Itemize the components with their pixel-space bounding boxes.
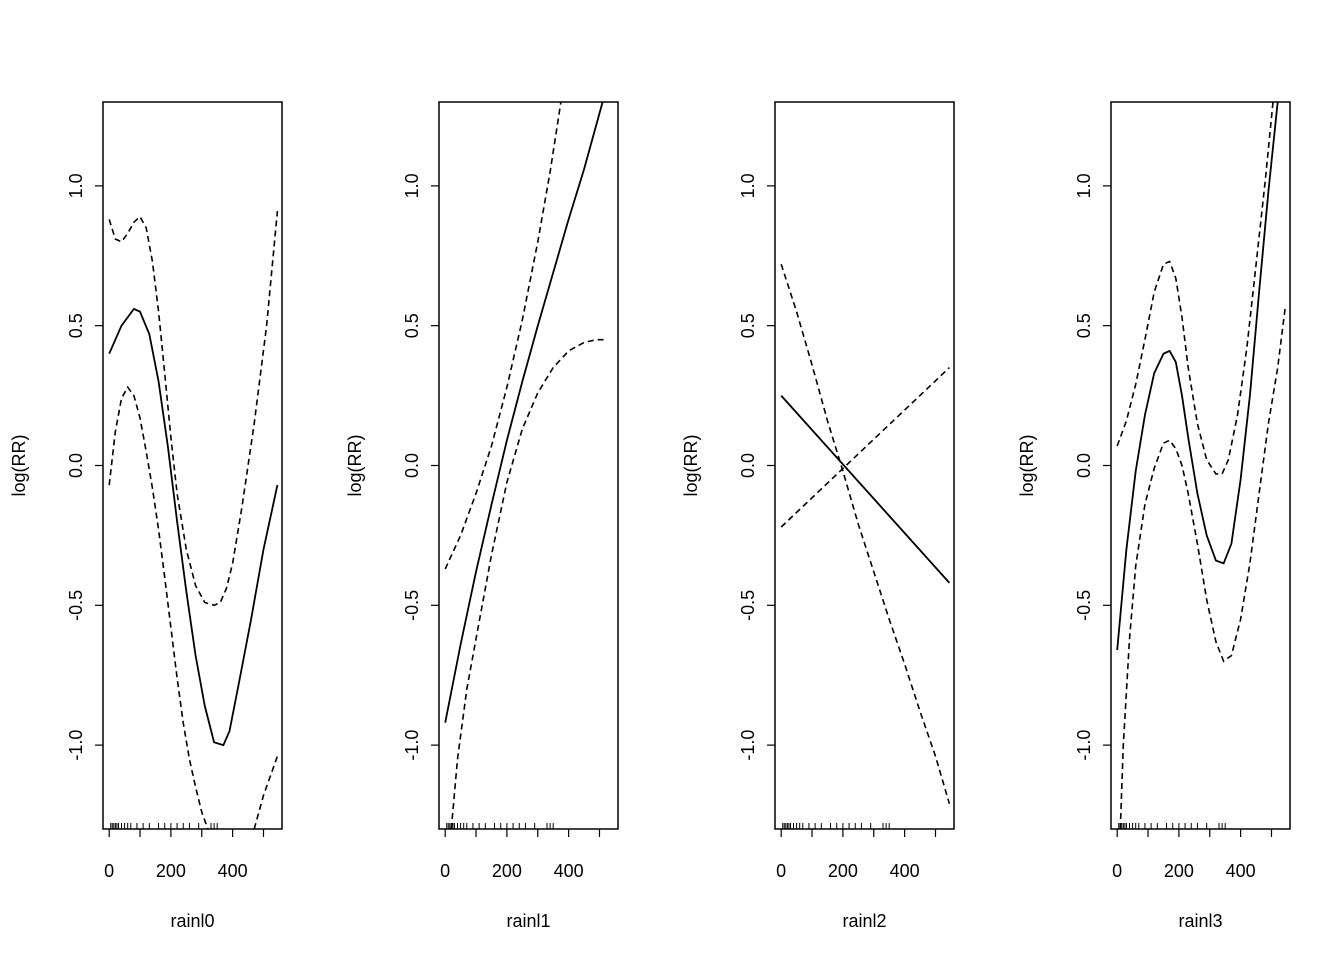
y-tick-label: -1.0 bbox=[738, 730, 758, 761]
x-tick-label: 0 bbox=[1112, 861, 1122, 881]
chart-panel-0: 0 200 400 -1.0 -0.5 0.0 0.5 1.0 rainl0 log(RR) bbox=[9, 101, 283, 931]
y-tick-label: 0.0 bbox=[1074, 453, 1094, 478]
x-tick-label: 400 bbox=[554, 861, 584, 881]
y-axis-label: log(RR) bbox=[9, 434, 29, 496]
y-tick-label: -0.5 bbox=[66, 590, 86, 621]
y-tick-label: 0.0 bbox=[738, 453, 758, 478]
y-axis-label: log(RR) bbox=[681, 434, 701, 496]
estimate-line bbox=[444, 102, 604, 723]
confidence-band-line bbox=[444, 102, 562, 570]
x-axis-label: rainl0 bbox=[170, 911, 214, 931]
y-tick-label: 0.5 bbox=[66, 313, 86, 338]
confidence-band-line bbox=[450, 338, 606, 829]
y-tick-label: 0.5 bbox=[1074, 313, 1094, 338]
estimate-line bbox=[1116, 102, 1279, 651]
y-tick-label: 0.0 bbox=[402, 453, 422, 478]
chart-panel-2: 0 200 400 -1.0 -0.5 0.0 0.5 1.0 rainl2 log(RR) bbox=[681, 101, 955, 931]
chart-panel-3: 0 200 400 -1.0 -0.5 0.0 0.5 1.0 rainl3 log(RR) bbox=[1017, 101, 1291, 931]
x-tick-label: 400 bbox=[1226, 861, 1256, 881]
x-axis-label: rainl2 bbox=[842, 911, 886, 931]
x-tick-label: 0 bbox=[440, 861, 450, 881]
y-axis-label: log(RR) bbox=[345, 434, 365, 496]
x-axis-label: rainl1 bbox=[506, 911, 550, 931]
x-tick-label: 200 bbox=[1164, 861, 1194, 881]
plot-frame bbox=[438, 101, 619, 830]
y-tick-label: 0.5 bbox=[402, 313, 422, 338]
estimate-line bbox=[108, 307, 279, 747]
plot-frame bbox=[774, 101, 955, 830]
confidence-band-line bbox=[108, 211, 279, 607]
y-tick-label: -1.0 bbox=[402, 730, 422, 761]
confidence-band-line bbox=[108, 385, 209, 829]
confidence-band-line bbox=[780, 263, 951, 805]
confidence-band-line bbox=[1116, 102, 1274, 475]
x-tick-label: 0 bbox=[104, 861, 114, 881]
x-tick-label: 200 bbox=[156, 861, 186, 881]
y-tick-label: -0.5 bbox=[1074, 590, 1094, 621]
x-tick-label: 200 bbox=[492, 861, 522, 881]
y-tick-label: -0.5 bbox=[402, 590, 422, 621]
y-tick-label: 0.5 bbox=[738, 313, 758, 338]
y-tick-label: -0.5 bbox=[738, 590, 758, 621]
y-tick-label: 1.0 bbox=[402, 173, 422, 198]
chart-panel-1: 0 200 400 -1.0 -0.5 0.0 0.5 1.0 rainl1 log(RR) bbox=[345, 101, 619, 931]
x-axis-label: rainl3 bbox=[1178, 911, 1222, 931]
plot-frame bbox=[102, 101, 283, 830]
x-tick-label: 200 bbox=[828, 861, 858, 881]
estimate-line bbox=[780, 394, 951, 584]
confidence-band-line bbox=[253, 756, 279, 829]
confidence-band-line bbox=[1119, 306, 1287, 829]
x-tick-label: 400 bbox=[218, 861, 248, 881]
x-tick-label: 400 bbox=[890, 861, 920, 881]
confidence-band-line bbox=[780, 367, 950, 528]
y-tick-label: 1.0 bbox=[1074, 173, 1094, 198]
y-tick-label: 0.0 bbox=[66, 453, 86, 478]
y-tick-label: 1.0 bbox=[738, 173, 758, 198]
y-tick-label: -1.0 bbox=[1074, 730, 1094, 761]
y-tick-label: 1.0 bbox=[66, 173, 86, 198]
y-tick-label: -1.0 bbox=[66, 730, 86, 761]
x-tick-label: 0 bbox=[776, 861, 786, 881]
plot-frame bbox=[1110, 101, 1291, 830]
y-axis-label: log(RR) bbox=[1017, 434, 1037, 496]
